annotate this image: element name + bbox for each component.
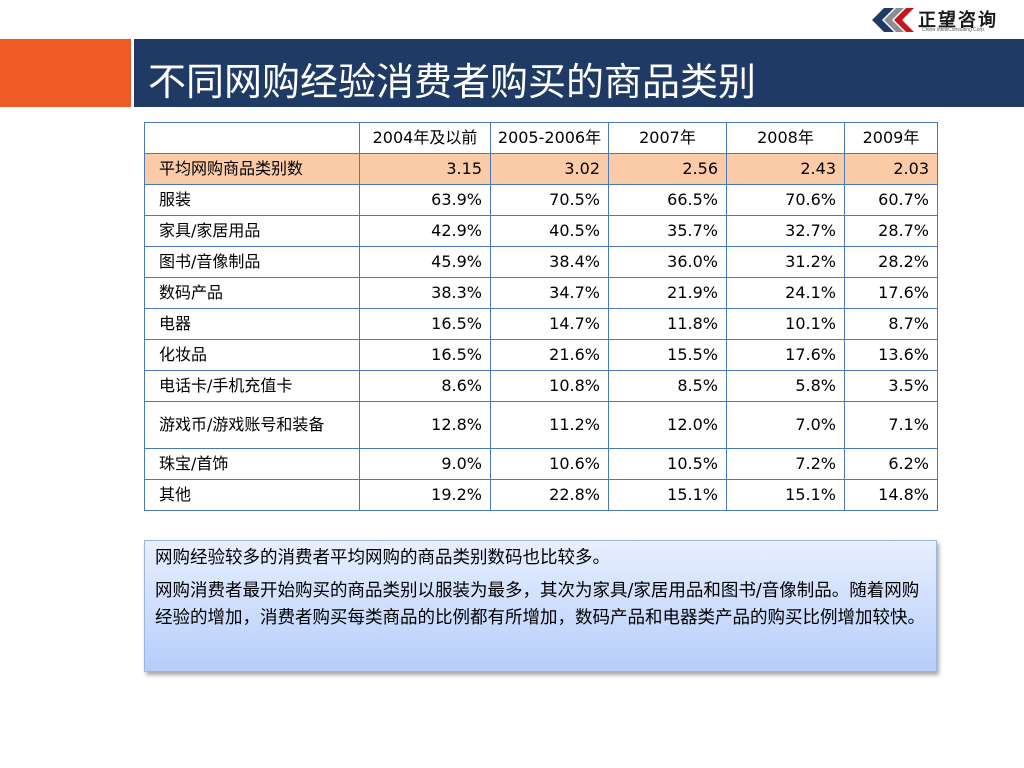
table-cell: 36.0% [608, 246, 727, 278]
table-cell: 3.02 [490, 153, 609, 185]
row-label: 图书/音像制品 [144, 246, 360, 278]
table-cell: 19.2% [359, 479, 491, 511]
table-cell: 31.2% [726, 246, 845, 278]
accent-bar [0, 39, 131, 107]
table-cell: 38.3% [359, 277, 491, 309]
table-cell: 60.7% [844, 184, 938, 216]
page-title: 不同网购经验消费者购买的商品类别 [148, 60, 757, 104]
table-cell: 34.7% [490, 277, 609, 309]
table-cell: 9.0% [359, 448, 491, 480]
table-row: 其他 19.2% 22.8% 15.1% 15.1% 14.8% [144, 479, 938, 511]
table-header-cell: 2004年及以前 [359, 122, 491, 154]
table-row: 数码产品 38.3% 34.7% 21.9% 24.1% 17.6% [144, 277, 938, 309]
table-cell: 14.7% [490, 308, 609, 340]
table-cell: 12.0% [608, 401, 727, 449]
table-cell: 15.5% [608, 339, 727, 371]
table-header-cell: 2007年 [608, 122, 727, 154]
table-cell: 7.0% [726, 401, 845, 449]
company-logo: 正望咨询 China IntelliConsulting Corp. [870, 6, 1018, 34]
table-cell: 63.9% [359, 184, 491, 216]
title-bar: 不同网购经验消费者购买的商品类别 [134, 39, 1024, 107]
table-cell: 28.2% [844, 246, 938, 278]
table-cell: 38.4% [490, 246, 609, 278]
row-label: 珠宝/首饰 [144, 448, 360, 480]
table-cell: 2.56 [608, 153, 727, 185]
table-cell: 10.1% [726, 308, 845, 340]
table-cell: 8.5% [608, 370, 727, 402]
logo-chevron-icon [872, 8, 914, 32]
table-cell: 22.8% [490, 479, 609, 511]
table-row: 图书/音像制品 45.9% 38.4% 36.0% 31.2% 28.2% [144, 246, 938, 278]
table-cell: 17.6% [726, 339, 845, 371]
table-cell: 11.8% [608, 308, 727, 340]
logo-subtitle: China IntelliConsulting Corp. [922, 27, 986, 33]
table-cell: 28.7% [844, 215, 938, 247]
table-row-average: 平均网购商品类别数 3.15 3.02 2.56 2.43 2.03 [144, 153, 938, 185]
table-cell: 12.8% [359, 401, 491, 449]
table-row: 珠宝/首饰 9.0% 10.6% 10.5% 7.2% 6.2% [144, 448, 938, 480]
table-cell: 7.2% [726, 448, 845, 480]
table-cell: 10.8% [490, 370, 609, 402]
table-cell: 21.9% [608, 277, 727, 309]
row-label: 游戏币/游戏账号和装备 [144, 401, 360, 449]
table-header-cell: 2005-2006年 [490, 122, 609, 154]
table-cell: 70.6% [726, 184, 845, 216]
summary-note-box: 网购经验较多的消费者平均网购的商品类别数码也比较多。 网购消费者最开始购买的商品… [144, 540, 937, 672]
table-row: 游戏币/游戏账号和装备 12.8% 11.2% 12.0% 7.0% 7.1% [144, 401, 938, 449]
table-cell: 13.6% [844, 339, 938, 371]
table-cell: 10.6% [490, 448, 609, 480]
table-row: 电话卡/手机充值卡 8.6% 10.8% 8.5% 5.8% 3.5% [144, 370, 938, 402]
row-label: 电器 [144, 308, 360, 340]
row-label: 化妆品 [144, 339, 360, 371]
summary-note-line: 网购消费者最开始购买的商品类别以服装为最多，其次为家具/家居用品和图书/音像制品… [155, 581, 925, 628]
table-cell: 8.6% [359, 370, 491, 402]
table-cell: 16.5% [359, 339, 491, 371]
table-cell: 7.1% [844, 401, 938, 449]
table-cell: 15.1% [608, 479, 727, 511]
table-cell: 17.6% [844, 277, 938, 309]
table-cell: 14.8% [844, 479, 938, 511]
category-table: 2004年及以前 2005-2006年 2007年 2008年 2009年 平均… [144, 122, 938, 511]
row-label: 电话卡/手机充值卡 [144, 370, 360, 402]
table-header-cell: 2009年 [844, 122, 938, 154]
table-cell: 2.03 [844, 153, 938, 185]
table-cell: 21.6% [490, 339, 609, 371]
table-row: 服装 63.9% 70.5% 66.5% 70.6% 60.7% [144, 184, 938, 216]
table-cell: 10.5% [608, 448, 727, 480]
table-cell: 35.7% [608, 215, 727, 247]
table-cell: 5.8% [726, 370, 845, 402]
table-cell: 40.5% [490, 215, 609, 247]
table-header-cell: 2008年 [726, 122, 845, 154]
table-cell: 70.5% [490, 184, 609, 216]
table-cell: 8.7% [844, 308, 938, 340]
table-cell: 45.9% [359, 246, 491, 278]
table-cell: 15.1% [726, 479, 845, 511]
row-label: 数码产品 [144, 277, 360, 309]
table-cell: 42.9% [359, 215, 491, 247]
table-header-cell [144, 122, 360, 154]
table-cell: 3.5% [844, 370, 938, 402]
table-cell: 6.2% [844, 448, 938, 480]
table-cell: 32.7% [726, 215, 845, 247]
table-header-row: 2004年及以前 2005-2006年 2007年 2008年 2009年 [144, 122, 938, 154]
table-cell: 24.1% [726, 277, 845, 309]
row-label: 其他 [144, 479, 360, 511]
table-row: 家具/家居用品 42.9% 40.5% 35.7% 32.7% 28.7% [144, 215, 938, 247]
table-cell: 11.2% [490, 401, 609, 449]
row-label: 平均网购商品类别数 [144, 153, 360, 185]
table-row: 电器 16.5% 14.7% 11.8% 10.1% 8.7% [144, 308, 938, 340]
table-cell: 2.43 [726, 153, 845, 185]
summary-note-line: 网购经验较多的消费者平均网购的商品类别数码也比较多。 [155, 548, 610, 568]
row-label: 家具/家居用品 [144, 215, 360, 247]
table-row: 化妆品 16.5% 21.6% 15.5% 17.6% 13.6% [144, 339, 938, 371]
table-cell: 16.5% [359, 308, 491, 340]
row-label: 服装 [144, 184, 360, 216]
table-cell: 3.15 [359, 153, 491, 185]
table-cell: 66.5% [608, 184, 727, 216]
logo-name: 正望咨询 [918, 10, 998, 31]
